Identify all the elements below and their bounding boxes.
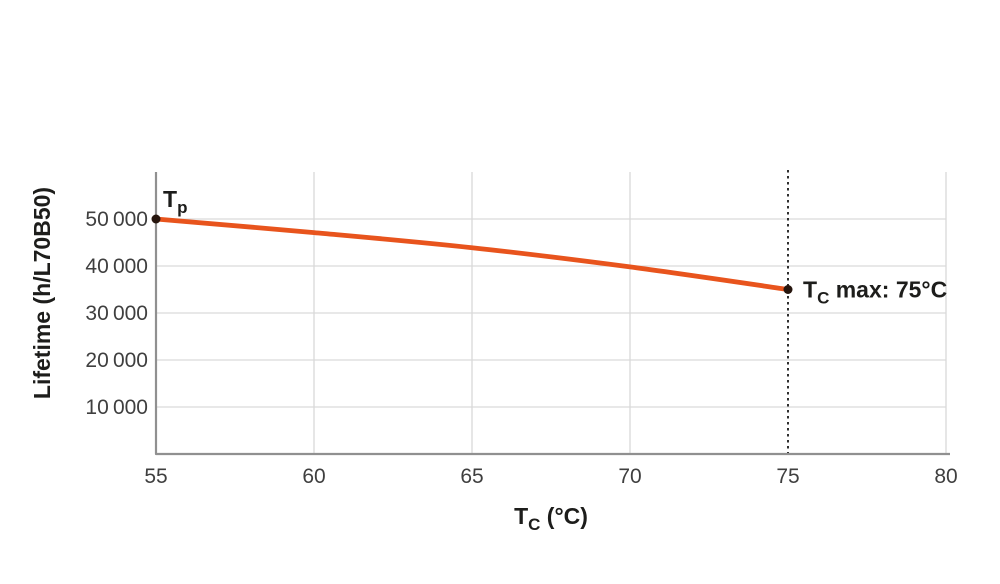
y-axis-title: Lifetime (h/L70B50): [29, 187, 55, 399]
x-tick-label: 70: [618, 465, 641, 488]
tp-label: Tp: [163, 186, 187, 217]
tc-max-point: [783, 285, 793, 294]
x-tick-label: 75: [776, 465, 799, 488]
x-tick-label: 55: [144, 465, 167, 488]
x-tick-label: 80: [934, 465, 957, 488]
y-tick-label: 20 000: [85, 349, 148, 372]
x-axis-title: TC (°C): [514, 503, 588, 534]
y-tick-label: 10 000: [85, 396, 148, 419]
y-tick-label: 40 000: [85, 255, 148, 278]
x-tick-label: 65: [460, 465, 483, 488]
y-tick-label: 50 000: [85, 208, 148, 231]
y-tick-label: 30 000: [85, 302, 148, 325]
tc-max-label: TC max: 75°C: [803, 277, 947, 308]
x-tick-label: 60: [302, 465, 325, 488]
axes: [154, 172, 950, 456]
lifetime-curve: [153, 216, 791, 292]
tp-point: [151, 214, 161, 224]
